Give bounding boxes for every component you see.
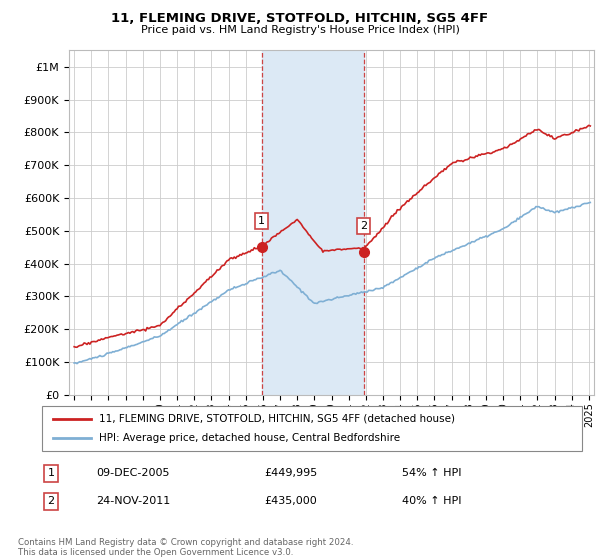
Text: 1: 1 (47, 468, 55, 478)
Text: £449,995: £449,995 (264, 468, 317, 478)
Text: 09-DEC-2005: 09-DEC-2005 (96, 468, 170, 478)
Text: Contains HM Land Registry data © Crown copyright and database right 2024.
This d: Contains HM Land Registry data © Crown c… (18, 538, 353, 557)
Text: 1: 1 (258, 216, 265, 226)
Text: £435,000: £435,000 (264, 496, 317, 506)
Text: 54% ↑ HPI: 54% ↑ HPI (402, 468, 461, 478)
Text: 2: 2 (47, 496, 55, 506)
Bar (262, 50, 364, 395)
Text: 24-NOV-2011: 24-NOV-2011 (96, 496, 170, 506)
Text: 11, FLEMING DRIVE, STOTFOLD, HITCHIN, SG5 4FF (detached house): 11, FLEMING DRIVE, STOTFOLD, HITCHIN, SG… (98, 413, 455, 423)
Text: HPI: Average price, detached house, Central Bedfordshire: HPI: Average price, detached house, Cent… (98, 433, 400, 444)
Text: 11, FLEMING DRIVE, STOTFOLD, HITCHIN, SG5 4FF: 11, FLEMING DRIVE, STOTFOLD, HITCHIN, SG… (112, 12, 488, 25)
Text: 2: 2 (360, 221, 367, 231)
Text: 40% ↑ HPI: 40% ↑ HPI (402, 496, 461, 506)
FancyBboxPatch shape (42, 406, 582, 451)
Text: Price paid vs. HM Land Registry's House Price Index (HPI): Price paid vs. HM Land Registry's House … (140, 25, 460, 35)
